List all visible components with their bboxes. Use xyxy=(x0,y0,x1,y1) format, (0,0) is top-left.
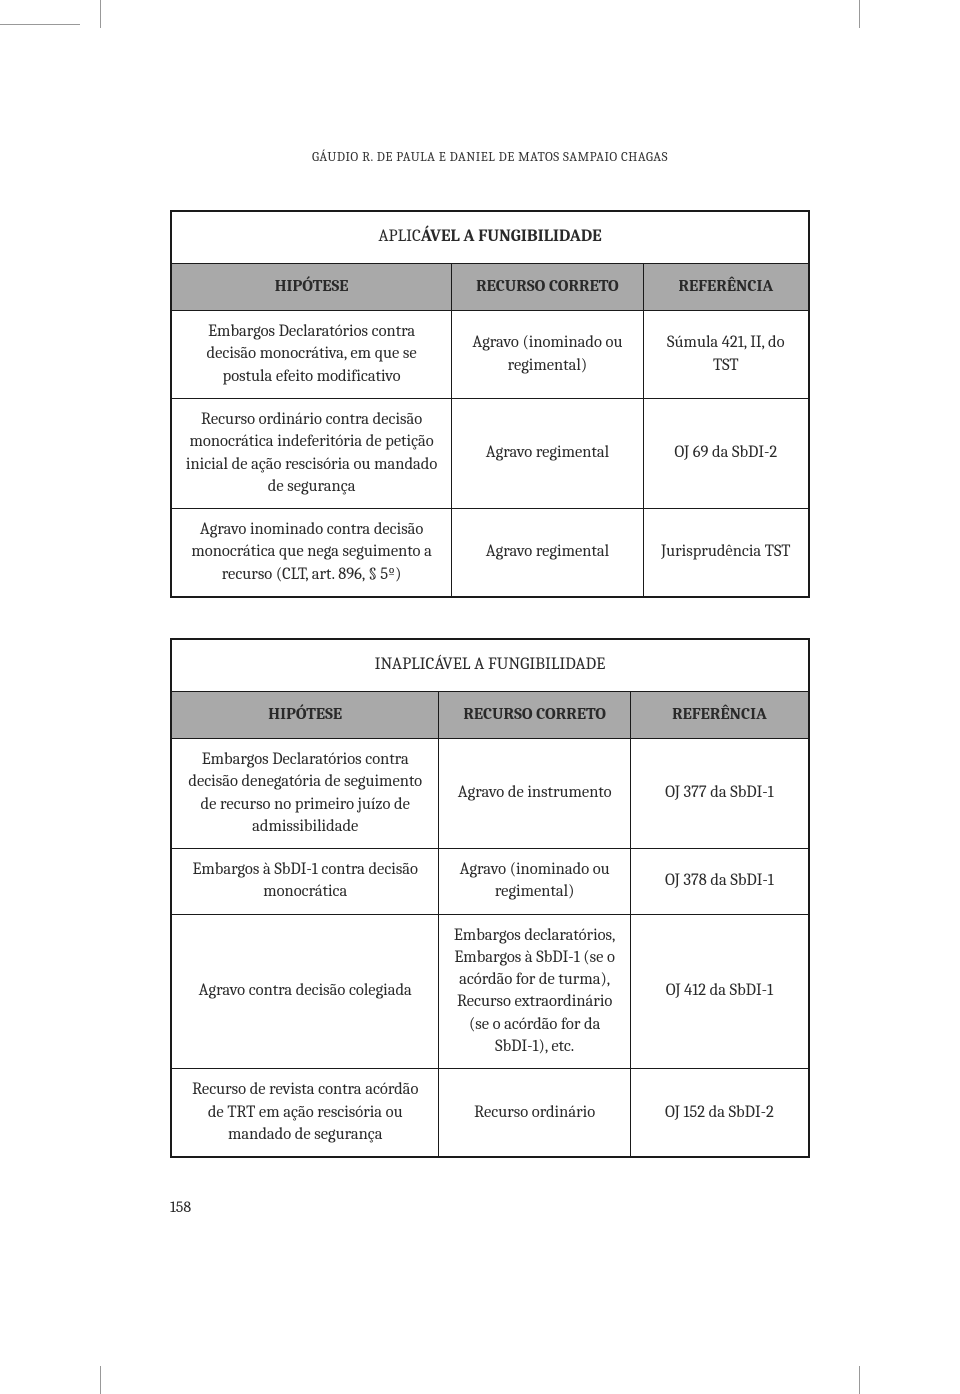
cell-hipotese: Agravo contra decisão colegiada xyxy=(171,914,439,1069)
cell-hipotese: Recurso de revista contra acórdão de TRT… xyxy=(171,1069,439,1157)
col-header-hipotese: HIPÓTESE xyxy=(171,263,452,310)
title-prefix: APLIC xyxy=(378,227,420,246)
cell-hipotese: Recurso ordinário contra decisão monocrá… xyxy=(171,399,452,509)
cell-hipotese: Agravo inominado contra decisão monocrát… xyxy=(171,509,452,597)
cell-recurso: Embargos declaratórios, Embargos à SbDI-… xyxy=(439,914,630,1069)
page-number: 158 xyxy=(170,1198,810,1216)
table-row: Recurso ordinário contra decisão monocrá… xyxy=(171,399,809,509)
table-title: APLICÁVEL A FUNGIBILIDADE xyxy=(171,211,809,263)
cell-hipotese: Embargos à SbDI-1 contra decisão monocrá… xyxy=(171,849,439,915)
page-content: GÁUDIO R. DE PAULA E DANIEL DE MATOS SAM… xyxy=(170,150,810,1216)
table-title-row: APLICÁVEL A FUNGIBILIDADE xyxy=(171,211,809,263)
table-row: Agravo contra decisão colegiada Embargos… xyxy=(171,914,809,1069)
cell-referencia: Jurisprudência TST xyxy=(643,509,809,597)
cell-recurso: Agravo regimental xyxy=(452,509,643,597)
running-head: GÁUDIO R. DE PAULA E DANIEL DE MATOS SAM… xyxy=(170,150,810,165)
table-aplicavel: APLICÁVEL A FUNGIBILIDADE HIPÓTESE RECUR… xyxy=(170,210,810,598)
table-inaplicavel: INAPLICÁVEL A FUNGIBILIDADE HIPÓTESE REC… xyxy=(170,638,810,1158)
cell-referencia: OJ 412 da SbDI-1 xyxy=(630,914,809,1069)
cell-hipotese: Embargos Declaratórios contra decisão mo… xyxy=(171,311,452,399)
cell-hipotese: Embargos Declaratórios contra decisão de… xyxy=(171,739,439,849)
col-header-recurso: RECURSO CORRETO xyxy=(452,263,643,310)
table-row: Agravo inominado contra decisão monocrát… xyxy=(171,509,809,597)
cell-referencia: Súmula 421, II, do TST xyxy=(643,311,809,399)
cell-recurso: Agravo regimental xyxy=(452,399,643,509)
cell-recurso: Agravo (inominado ou regimental) xyxy=(439,849,630,915)
cell-referencia: OJ 69 da SbDI-2 xyxy=(643,399,809,509)
col-header-recurso: RECURSO CORRETO xyxy=(439,691,630,738)
cell-referencia: OJ 152 da SbDI-2 xyxy=(630,1069,809,1157)
table-header-row: HIPÓTESE RECURSO CORRETO REFERÊNCIA xyxy=(171,263,809,310)
cell-recurso: Agravo de instrumento xyxy=(439,739,630,849)
cell-referencia: OJ 378 da SbDI-1 xyxy=(630,849,809,915)
cell-referencia: OJ 377 da SbDI-1 xyxy=(630,739,809,849)
col-header-referencia: REFERÊNCIA xyxy=(630,691,809,738)
col-header-hipotese: HIPÓTESE xyxy=(171,691,439,738)
table-row: Embargos Declaratórios contra decisão mo… xyxy=(171,311,809,399)
table-row: Embargos à SbDI-1 contra decisão monocrá… xyxy=(171,849,809,915)
table-row: Embargos Declaratórios contra decisão de… xyxy=(171,739,809,849)
table-title-row: INAPLICÁVEL A FUNGIBILIDADE xyxy=(171,639,809,691)
title-bold: ÁVEL A FUNGIBILIDADE xyxy=(421,227,602,246)
cell-recurso: Recurso ordinário xyxy=(439,1069,630,1157)
table-row: Recurso de revista contra acórdão de TRT… xyxy=(171,1069,809,1157)
table-title: INAPLICÁVEL A FUNGIBILIDADE xyxy=(171,639,809,691)
table-header-row: HIPÓTESE RECURSO CORRETO REFERÊNCIA xyxy=(171,691,809,738)
cell-recurso: Agravo (inominado ou regimental) xyxy=(452,311,643,399)
col-header-referencia: REFERÊNCIA xyxy=(643,263,809,310)
